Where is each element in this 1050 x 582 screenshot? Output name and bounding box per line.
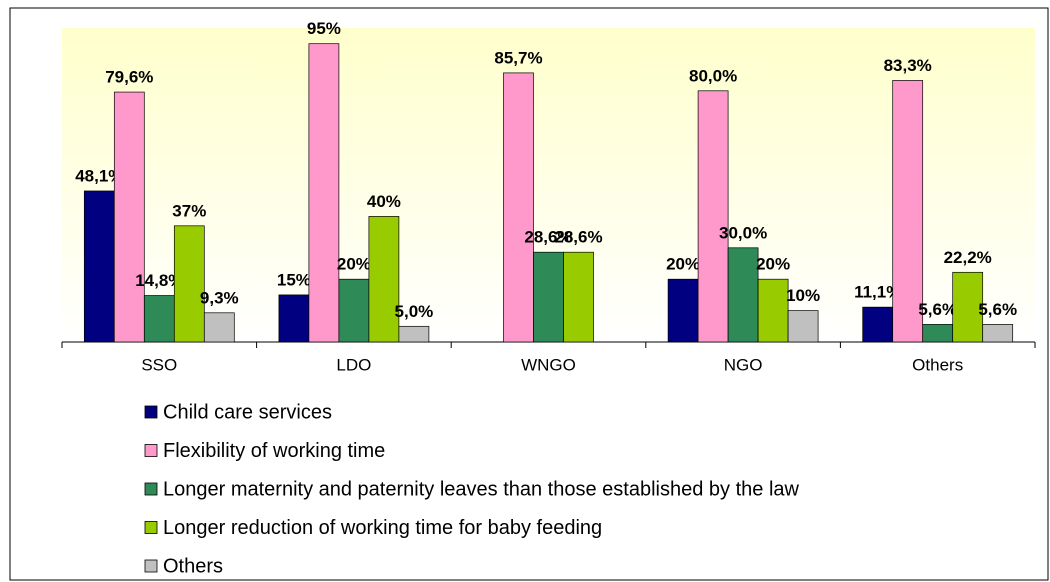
data-label: 40% [367,192,401,211]
data-label: 95% [307,19,341,38]
bar [368,216,400,343]
data-label: 22,2% [944,248,992,267]
bar [922,324,954,343]
data-label: 14,8% [135,271,183,290]
data-label: 85,7% [494,48,542,67]
bar [862,306,894,343]
bar [533,251,564,343]
bar [173,225,205,343]
data-label: 48,1% [75,166,123,185]
legend-swatch [144,559,158,573]
bar [563,251,594,343]
bar [892,80,924,343]
legend-swatch [144,444,158,457]
legend-swatch [144,405,158,419]
bar [278,294,310,343]
data-label: 83,3% [884,56,932,75]
legend-label: Longer maternity and paternity leaves th… [163,478,800,500]
data-label: 5,6% [918,300,957,319]
bar [787,310,819,343]
legend-swatch [144,521,158,534]
data-label: 20% [337,255,371,274]
x-tick-label: SSO [141,355,177,374]
bar [952,271,984,343]
data-label: 28,6% [524,228,572,247]
data-label: 80,0% [689,66,737,85]
data-label: 79,6% [105,68,153,87]
bar [982,324,1014,343]
data-label: 5,0% [395,302,434,321]
data-label: 28,6% [554,228,602,247]
bar [113,91,145,343]
legend-swatch [144,482,158,496]
data-label: 20% [666,255,700,274]
data-label: 10% [786,286,820,305]
data-label: 5,6% [978,300,1017,319]
bar [83,190,115,343]
bar [667,278,699,343]
data-label: 15% [277,270,311,289]
bar [503,72,534,343]
bar [338,278,370,343]
data-label: 11,1% [854,283,901,302]
legend-label: Longer reduction of working time for bab… [163,517,602,539]
data-label: 30,0% [719,223,767,242]
x-tick-label: Others [912,355,963,374]
bar [398,325,430,343]
bar [757,278,789,343]
data-label: 20% [756,255,790,274]
legend-label: Child care services [163,401,332,423]
bar [143,295,175,343]
legend-label: Flexibility of working time [163,440,385,462]
x-tick-label: WNGO [521,355,576,374]
legend-label: Others [163,555,223,577]
bar [697,90,729,343]
bar [727,247,759,343]
x-tick-label: LDO [336,355,371,374]
data-label: 37% [172,201,206,220]
x-tick-label: NGO [724,355,763,374]
bar [203,312,235,343]
bar [308,43,340,343]
data-label: 9,3% [200,288,239,307]
